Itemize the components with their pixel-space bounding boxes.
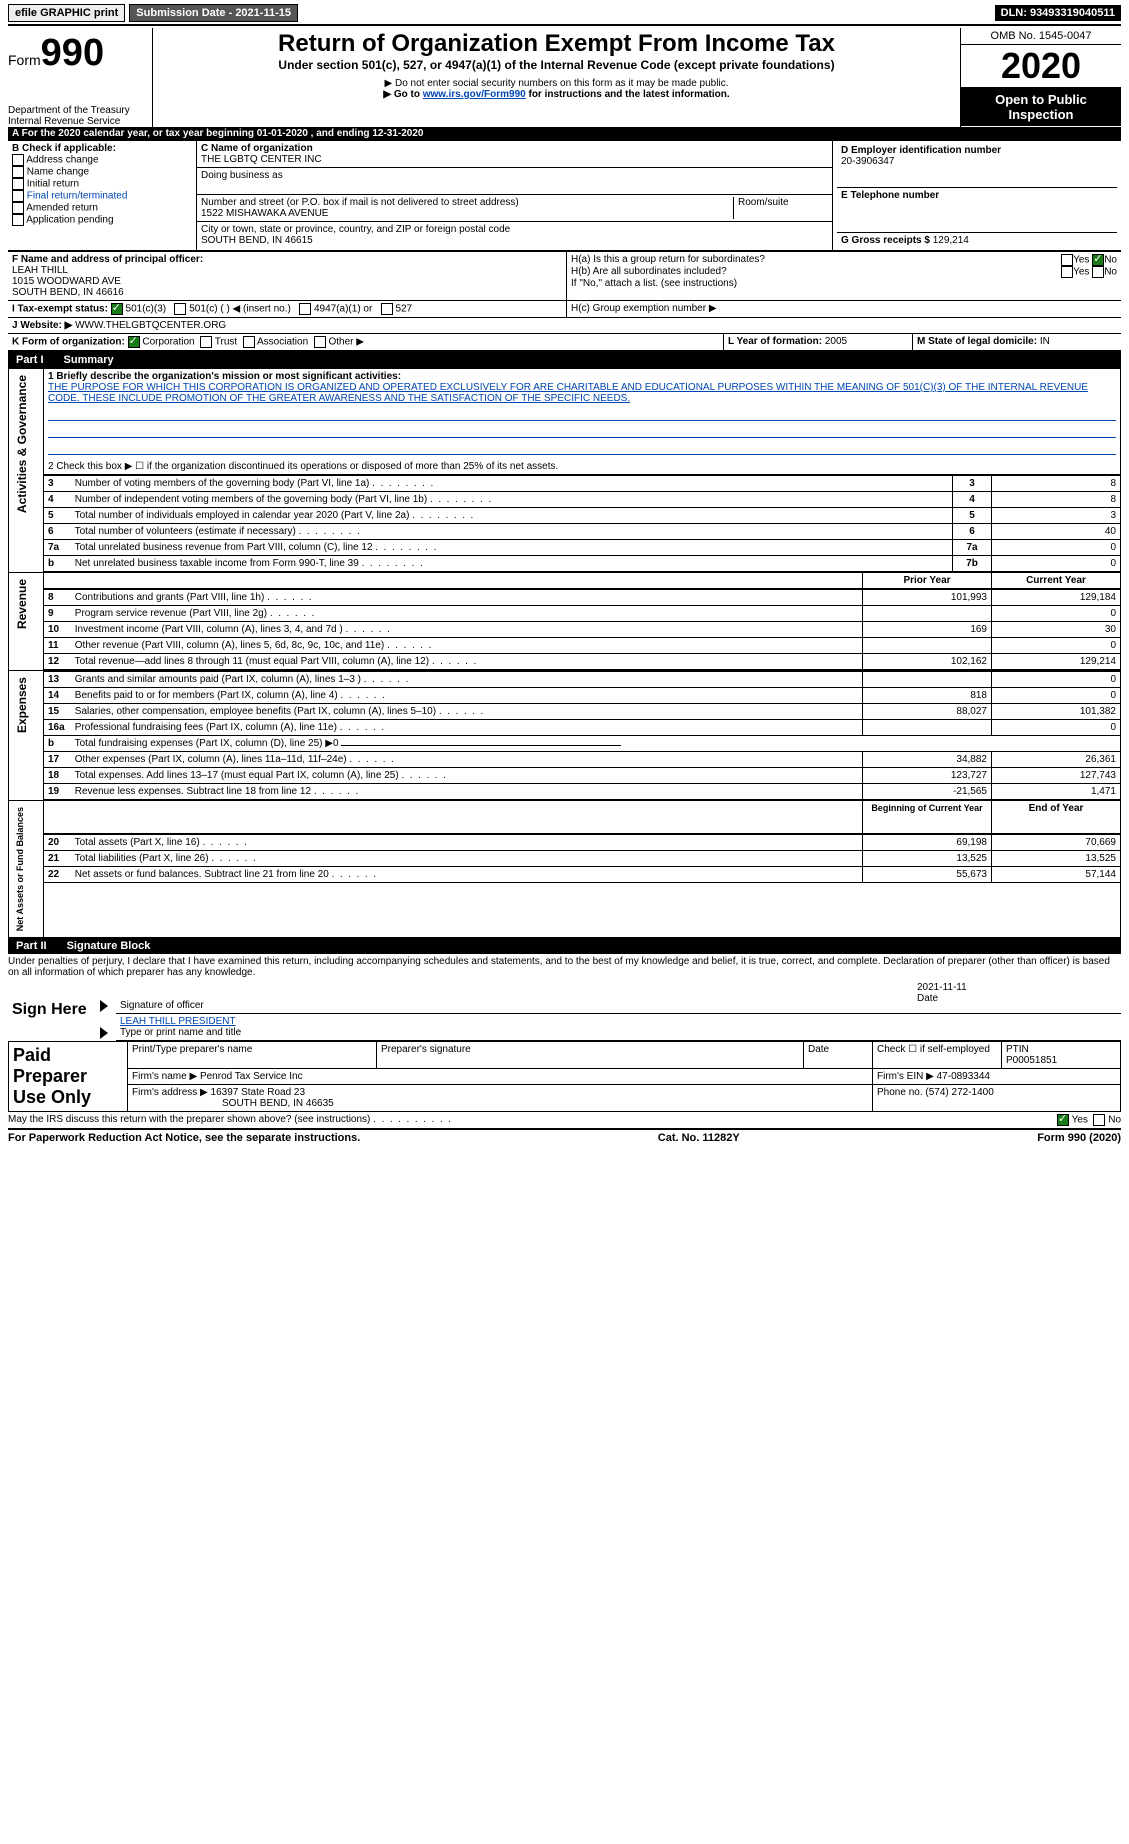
section-f: F Name and address of principal officer:… xyxy=(8,252,567,300)
section-c: C Name of organization THE LGBTQ CENTER … xyxy=(197,141,832,250)
gross-receipts: 129,214 xyxy=(933,235,969,246)
section-i: I Tax-exempt status: 501(c)(3) 501(c) ( … xyxy=(8,301,567,317)
table-row: 3 Number of voting members of the govern… xyxy=(44,476,1120,492)
sub-title: Under section 501(c), 527, or 4947(a)(1)… xyxy=(159,58,954,72)
ssn-note: ▶ Do not enter social security numbers o… xyxy=(159,78,954,89)
section-l: L Year of formation: 2005 xyxy=(723,334,912,350)
org-street: 1522 MISHAWAKA AVENUE xyxy=(201,208,733,219)
part-1-table: Activities & Governance 1 Briefly descri… xyxy=(8,368,1121,938)
form-number: Form990 xyxy=(8,32,148,75)
table-row: 21 Total liabilities (Part X, line 26) .… xyxy=(44,851,1120,867)
submission-date-button[interactable]: Submission Date - 2021-11-15 xyxy=(129,4,298,22)
table-row: 8 Contributions and grants (Part VIII, l… xyxy=(44,590,1120,606)
table-row: b Net unrelated business taxable income … xyxy=(44,556,1120,572)
firm-ein: 47-0893344 xyxy=(937,1071,990,1082)
table-row: 9 Program service revenue (Part VIII, li… xyxy=(44,606,1120,622)
table-row: 19 Revenue less expenses. Subtract line … xyxy=(44,784,1120,800)
dln-label: DLN: 93493319040511 xyxy=(995,5,1121,21)
arrow-icon xyxy=(100,1027,108,1039)
side-label-expenses: Expenses xyxy=(13,673,31,737)
ptin: P00051851 xyxy=(1006,1055,1116,1066)
table-row: 11 Other revenue (Part VIII, column (A),… xyxy=(44,638,1120,654)
irs-link[interactable]: www.irs.gov/Form990 xyxy=(423,89,526,100)
side-label-revenue: Revenue xyxy=(13,575,31,633)
arrow-icon xyxy=(100,1000,108,1012)
form-header: Form990 Department of the Treasury Inter… xyxy=(8,28,1121,127)
section-a-year: A For the 2020 calendar year, or tax yea… xyxy=(8,127,1121,140)
ein: 20-3906347 xyxy=(841,156,1113,167)
page-footer: For Paperwork Reduction Act Notice, see … xyxy=(8,1130,1121,1146)
table-row: b Total fundraising expenses (Part IX, c… xyxy=(44,736,1120,752)
website: WWW.THELGBTQCENTER.ORG xyxy=(75,320,226,331)
efile-button[interactable]: efile GRAPHIC print xyxy=(8,4,125,22)
sign-here-block: Sign Here Signature of officer 2021-11-1… xyxy=(8,980,1121,1041)
tax-year: 2020 xyxy=(961,45,1121,88)
firm-address: 16397 State Road 23 xyxy=(211,1087,306,1098)
part-1-header: Part ISummary xyxy=(8,352,1121,368)
section-d-e-g: D Employer identification number 20-3906… xyxy=(832,141,1121,250)
may-irs-discuss: May the IRS discuss this return with the… xyxy=(8,1112,1121,1130)
table-row: 16a Professional fundraising fees (Part … xyxy=(44,720,1120,736)
table-row: 7a Total unrelated business revenue from… xyxy=(44,540,1120,556)
mission-text[interactable]: THE PURPOSE FOR WHICH THIS CORPORATION I… xyxy=(48,382,1088,404)
omb-number: OMB No. 1545-0047 xyxy=(961,28,1121,45)
section-b: B Check if applicable: Address change Na… xyxy=(8,141,197,250)
table-row: 13 Grants and similar amounts paid (Part… xyxy=(44,672,1120,688)
table-row: 6 Total number of volunteers (estimate i… xyxy=(44,524,1120,540)
table-row: 17 Other expenses (Part IX, column (A), … xyxy=(44,752,1120,768)
open-public-badge: Open to Public Inspection xyxy=(961,88,1121,126)
org-city: SOUTH BEND, IN 46615 xyxy=(201,235,828,246)
firm-phone: (574) 272-1400 xyxy=(925,1087,993,1098)
table-row: 15 Salaries, other compensation, employe… xyxy=(44,704,1120,720)
section-h: H(a) Is this a group return for subordin… xyxy=(567,252,1121,300)
part-2-header: Part IISignature Block xyxy=(8,938,1121,954)
main-title: Return of Organization Exempt From Incom… xyxy=(159,30,954,58)
side-label-governance: Activities & Governance xyxy=(13,371,31,517)
org-name: THE LGBTQ CENTER INC xyxy=(201,154,828,165)
signature-date: 2021-11-11 xyxy=(917,982,1117,993)
paid-preparer-block: Paid Preparer Use Only Print/Type prepar… xyxy=(8,1041,1121,1112)
section-m: M State of legal domicile: IN xyxy=(912,334,1121,350)
table-row: 20 Total assets (Part X, line 16) . . . … xyxy=(44,835,1120,851)
officer-name[interactable]: LEAH THILL PRESIDENT xyxy=(120,1016,236,1027)
section-hc: H(c) Group exemption number ▶ xyxy=(567,301,1121,317)
side-label-netassets: Net Assets or Fund Balances xyxy=(13,803,27,935)
table-row: 18 Total expenses. Add lines 13–17 (must… xyxy=(44,768,1120,784)
table-row: 10 Investment income (Part VIII, column … xyxy=(44,622,1120,638)
declaration-text: Under penalties of perjury, I declare th… xyxy=(8,954,1121,980)
table-row: 5 Total number of individuals employed i… xyxy=(44,508,1120,524)
section-j: J Website: ▶ WWW.THELGBTQCENTER.ORG xyxy=(8,317,1121,333)
table-row: 22 Net assets or fund balances. Subtract… xyxy=(44,867,1120,883)
table-row: 12 Total revenue—add lines 8 through 11 … xyxy=(44,654,1120,670)
section-k: K Form of organization: Corporation Trus… xyxy=(8,334,723,350)
firm-name: Penrod Tax Service Inc xyxy=(200,1071,303,1082)
dept-label: Department of the Treasury xyxy=(8,105,148,116)
table-row: 14 Benefits paid to or for members (Part… xyxy=(44,688,1120,704)
topbar: efile GRAPHIC print Submission Date - 20… xyxy=(8,4,1121,22)
table-row: 4 Number of independent voting members o… xyxy=(44,492,1120,508)
irs-label: Internal Revenue Service xyxy=(8,116,148,127)
